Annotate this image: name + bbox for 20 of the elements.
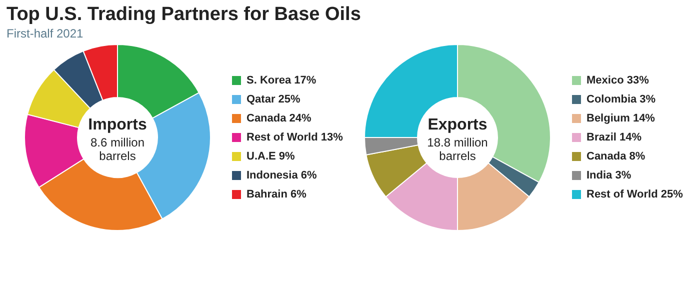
legend-label: S. Korea 17%	[246, 74, 316, 86]
legend-label: Rest of World 25%	[586, 188, 684, 200]
legend-label: Colombia 3%	[586, 94, 656, 106]
text: 18.8 million barrels	[427, 136, 488, 163]
legend-label: Brazil 14%	[586, 132, 642, 144]
legend-label: Canada 24%	[246, 112, 312, 124]
legend-label: Belgium 14%	[586, 112, 656, 124]
legend-label: Canada 8%	[586, 150, 646, 162]
legend-label: Mexico 33%	[586, 74, 650, 86]
legend-label: Qatar 25%	[246, 94, 301, 106]
legend-label: U.A.E 9%	[246, 150, 296, 162]
legend-label: India 3%	[586, 170, 632, 182]
text: 8.6 million barrels	[90, 136, 145, 163]
legend-label: Rest of World 13%	[246, 132, 344, 144]
text: Exports	[428, 116, 488, 134]
legend-label: Indonesia 6%	[246, 170, 318, 182]
legend-label: Bahrain 6%	[246, 188, 307, 200]
chart-subtitle: First-half 2021	[6, 26, 84, 40]
text: Imports	[88, 116, 147, 134]
chart-title: Top U.S. Trading Partners for Base Oils	[6, 4, 361, 25]
